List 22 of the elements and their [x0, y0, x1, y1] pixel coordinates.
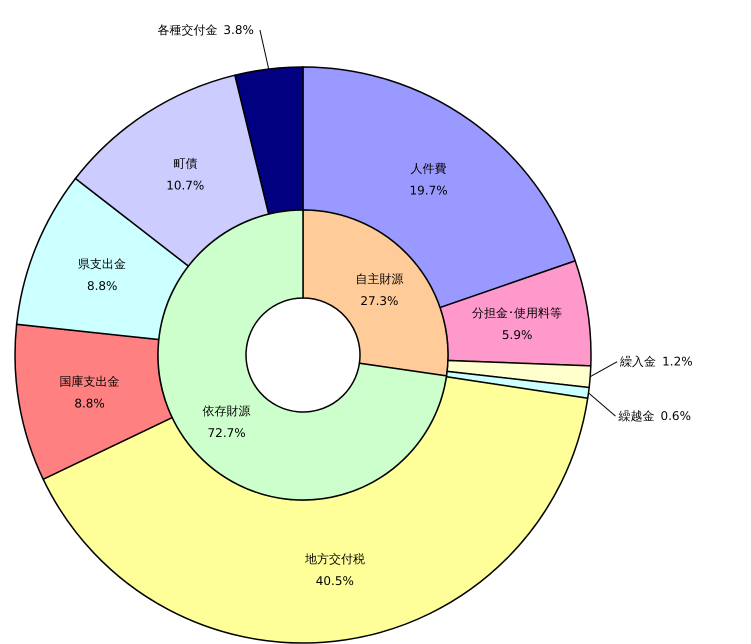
slice-label: 地方交付税 [304, 552, 365, 566]
slice-label: 繰入金 [620, 354, 656, 369]
slice-label: 国庫支出金 [60, 374, 120, 389]
slice-label: 繰越金 [618, 409, 654, 424]
data-label: 3.8% [223, 23, 254, 37]
data-label: 8.8% [86, 279, 118, 294]
data-label: 0.6% [660, 409, 691, 424]
slice-label: 県支出金 [78, 257, 126, 272]
data-label: 5.9% [502, 328, 532, 342]
data-label: 10.7% [166, 178, 204, 192]
slice-label: 自主財源 [355, 272, 404, 286]
data-label: 40.5% [316, 574, 354, 588]
data-label: 72.7% [208, 426, 246, 440]
slice-label: 分担金･使用料等 [472, 306, 562, 320]
slice-label: 町債 [173, 156, 198, 170]
data-label: 19.7% [410, 184, 448, 198]
data-label: 8.8% [74, 396, 105, 411]
slice-label: 依存財源 [202, 404, 251, 418]
slice-label: 人件費 [410, 162, 447, 176]
data-label: 27.3% [360, 294, 398, 308]
data-label: 1.2% [662, 354, 693, 369]
slice-label: 各種交付金 [157, 23, 218, 37]
